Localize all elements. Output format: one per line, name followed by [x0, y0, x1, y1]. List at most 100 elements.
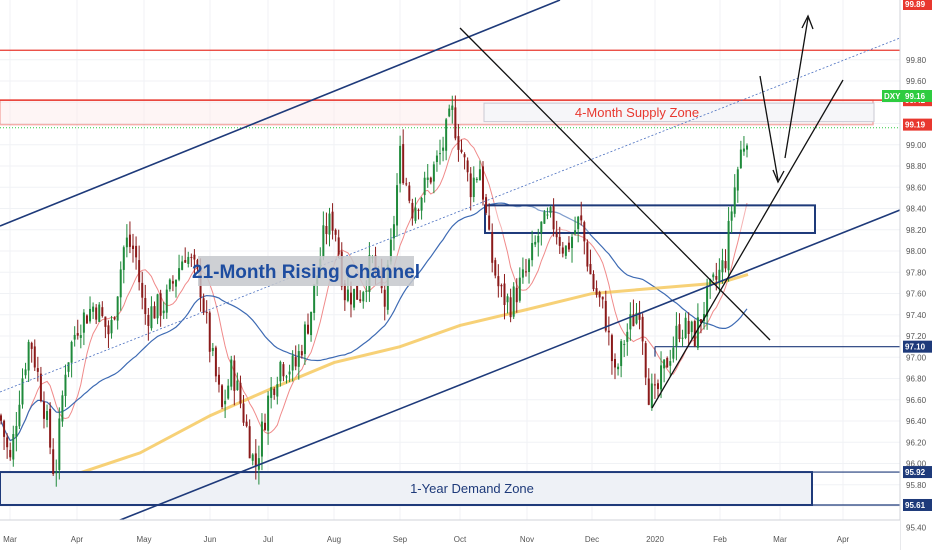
candle-body: [730, 211, 733, 221]
candle-body: [448, 108, 451, 117]
candle-body: [310, 311, 313, 336]
candle-body: [85, 315, 88, 324]
candle-body: [92, 306, 95, 312]
candle-body: [227, 385, 230, 399]
candle-body: [515, 287, 518, 303]
candle-body: [52, 449, 55, 475]
candle-body: [116, 296, 119, 321]
candle-body: [245, 421, 248, 427]
candle-body: [736, 169, 739, 191]
price-tag-box: [903, 118, 932, 131]
candle-body: [46, 411, 49, 420]
candle-body: [303, 324, 306, 355]
candle-body: [153, 306, 156, 319]
candle-body: [24, 369, 27, 376]
candle-body: [509, 297, 512, 318]
candle-body: [672, 347, 675, 359]
candle-body: [607, 330, 610, 333]
price-tag-label: 99.19: [905, 121, 926, 130]
candle-body: [396, 185, 399, 226]
candle-body: [684, 317, 687, 338]
candle-body: [187, 256, 190, 264]
candle-body: [89, 308, 92, 322]
candle-body: [64, 374, 67, 396]
candle-body: [337, 237, 340, 255]
candle-body: [128, 234, 131, 247]
candle-body: [690, 321, 693, 333]
supply-zone-label: 4-Month Supply Zone: [575, 105, 699, 120]
time-tick-label: Feb: [713, 535, 727, 544]
candle-body: [3, 420, 6, 437]
candle-body: [696, 317, 699, 348]
candle-body: [488, 215, 491, 230]
candle-body: [546, 214, 549, 216]
candle-body: [30, 342, 33, 349]
candle-body: [313, 284, 316, 313]
candle-body: [561, 247, 564, 254]
candle-body: [279, 361, 282, 382]
candle-body: [174, 280, 177, 287]
candle-body: [101, 307, 104, 317]
candle-body: [727, 220, 730, 271]
candle-body: [580, 215, 583, 221]
candle-body: [706, 285, 709, 317]
uptrend-line: [651, 79, 844, 409]
candle-body: [537, 235, 540, 243]
candle-body: [282, 364, 285, 377]
price-tag-box: [903, 90, 932, 102]
candle-body: [122, 247, 125, 270]
candle-body: [638, 312, 641, 320]
candle-body: [592, 273, 595, 290]
candle-body: [141, 282, 144, 298]
candle-body: [162, 310, 165, 314]
price-tag-label: 99.16: [905, 92, 926, 101]
candle-body: [270, 387, 273, 398]
candle-body: [586, 242, 589, 267]
time-tick-label: Apr: [71, 535, 84, 544]
candle-body: [359, 299, 362, 302]
candle-body: [267, 395, 270, 431]
candle-body: [322, 225, 325, 257]
candle-body: [343, 283, 346, 301]
candle-body: [494, 260, 497, 276]
candle-body: [239, 382, 242, 404]
candle-body: [678, 324, 681, 340]
candle-body: [39, 373, 42, 401]
candle-body: [549, 207, 552, 213]
candle-body: [285, 376, 288, 378]
price-tick-label: 96.60: [906, 396, 927, 405]
candle-body: [288, 371, 291, 375]
demand-zone: [0, 471, 813, 506]
candle-body: [135, 245, 138, 258]
candle-body: [165, 289, 168, 313]
candle-body: [451, 105, 454, 110]
candle-body: [647, 378, 650, 405]
candle-body: [589, 263, 592, 275]
time-tick-label: Mar: [3, 535, 17, 544]
candle-body: [524, 271, 527, 273]
candle-body: [49, 408, 52, 448]
candle-body: [365, 290, 368, 292]
candle-body: [76, 333, 79, 336]
candle-body: [715, 276, 718, 280]
candle-body: [402, 144, 405, 184]
candle-body: [202, 298, 205, 313]
candle-body: [389, 239, 392, 262]
candle-body: [604, 300, 607, 331]
price-tag-box: [903, 498, 932, 511]
ma-slow-line: [0, 272, 749, 497]
candle-body: [331, 211, 334, 231]
candle-body: [300, 351, 303, 356]
candle-body: [417, 209, 420, 211]
candle-body: [236, 380, 239, 391]
candle-body: [463, 154, 466, 158]
candle-body: [478, 169, 481, 181]
candle-body: [58, 418, 61, 470]
candle-body: [620, 341, 623, 367]
candle-body: [325, 226, 328, 235]
candle-body: [107, 325, 110, 335]
candle-body: [739, 149, 742, 168]
candle-body: [420, 197, 423, 211]
symbol-tag-box: [882, 90, 903, 102]
